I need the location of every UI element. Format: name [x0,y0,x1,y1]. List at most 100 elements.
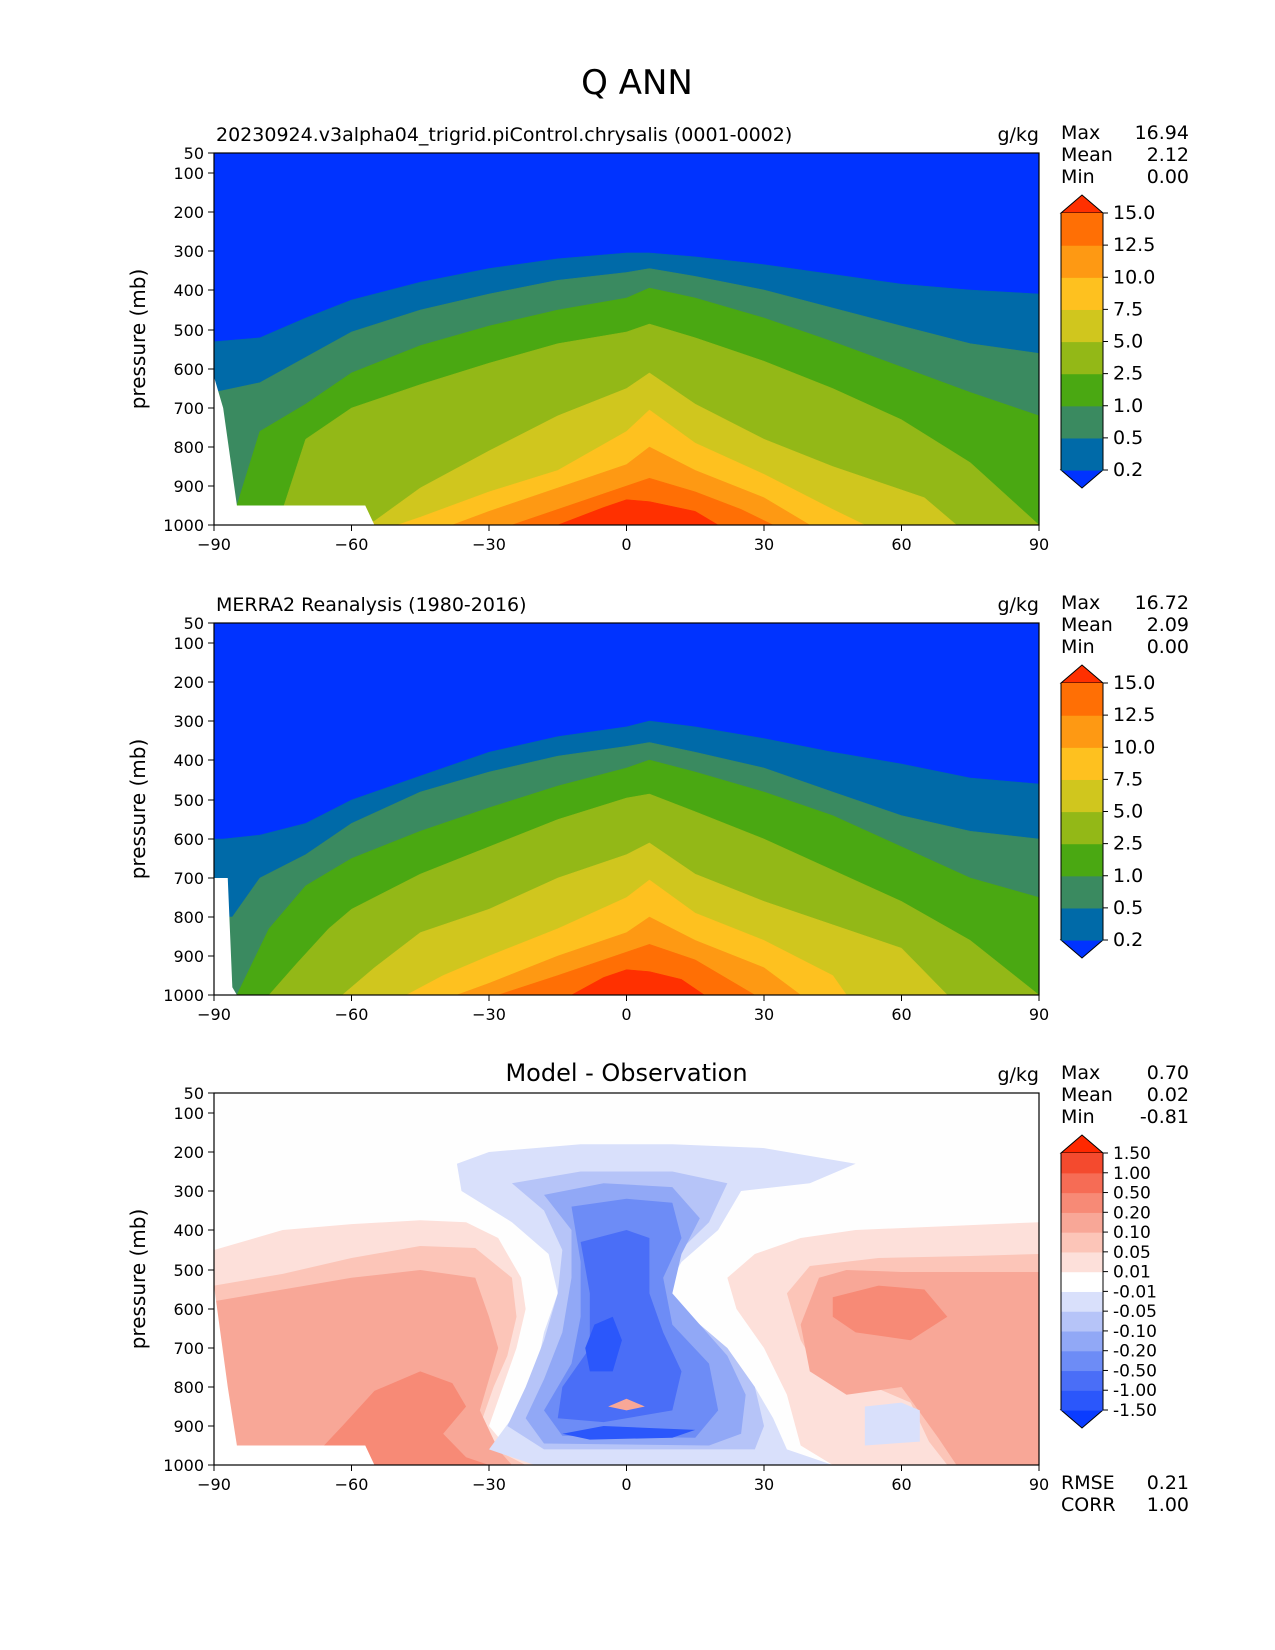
contour-band [864,1402,920,1446]
x-tick-label: 90 [1029,535,1049,554]
stat-value: 16.72 [1135,592,1189,614]
contour-band [832,1285,948,1341]
x-tick-label: 0 [621,535,631,554]
colorbar-segment [1061,875,1103,909]
colorbar-tick-label: 0.50 [1113,1184,1151,1204]
y-tick-label: 700 [173,399,204,418]
stat-label: Max [1061,122,1100,144]
missing-region [214,1285,375,1465]
y-tick-label: 900 [173,477,204,496]
colorbar-tick-label: 2.5 [1113,833,1143,855]
colorbar-extend-max [1059,194,1105,214]
x-tick-label: −60 [335,535,369,554]
x-tick-label: 60 [891,1005,911,1024]
units-label: g/kg [997,1064,1039,1086]
y-tick-label: 400 [173,751,204,770]
y-tick-label: 800 [173,908,204,927]
stat-label: Mean [1061,144,1113,166]
x-tick-label: 90 [1029,1475,1049,1494]
colorbar-segment [1061,1370,1103,1391]
colorbar-tick-label: 15.0 [1113,672,1155,694]
contour-band [571,969,705,995]
colorbar-extend-min [1059,1409,1105,1429]
colorbar-tick-label: 5.0 [1113,331,1143,353]
stat-label: Mean [1061,1084,1113,1106]
corr-label: CORR [1061,1494,1116,1516]
panel-title: Model - Observation [505,1059,747,1087]
colorbar-segment [1061,405,1103,439]
colorbar-segment [1061,1330,1103,1352]
y-tick-label: 900 [173,947,204,966]
missing-region [214,376,375,525]
stat-value: 0.70 [1147,1062,1189,1084]
y-tick-label: 50 [184,614,204,633]
colorbar-tick-label: 0.10 [1113,1223,1151,1243]
y-axis-label: pressure (mb) [126,739,150,880]
colorbar-tick-label: 5.0 [1113,801,1143,823]
colorbar-tick-label: 15.0 [1113,202,1155,224]
colorbar-segment [1061,1311,1103,1332]
x-tick-label: 60 [891,535,911,554]
stat-value: 2.09 [1147,614,1189,636]
y-axis-label: pressure (mb) [126,1209,150,1350]
contour-band [562,1426,696,1440]
x-tick-label: 30 [754,1475,774,1494]
x-tick-label: −30 [472,1005,506,1024]
units-label: g/kg [997,594,1039,616]
y-tick-label: 1000 [163,1456,204,1475]
y-tick-label: 900 [173,1417,204,1436]
colorbar-segment [1061,1390,1103,1411]
colorbar-tick-label: 0.01 [1113,1263,1151,1283]
y-tick-label: 1000 [163,516,204,535]
colorbar-tick-label: 1.00 [1113,1164,1151,1184]
x-tick-label: −30 [472,535,506,554]
stat-value: 16.94 [1135,122,1189,144]
colorbar-segment [1061,213,1103,246]
colorbar-segment [1061,1192,1103,1213]
y-tick-label: 100 [173,1104,204,1123]
x-tick-label: −60 [335,1475,369,1494]
x-tick-label: −90 [197,1005,231,1024]
colorbar-segment [1061,1153,1103,1174]
y-axis-label: pressure (mb) [126,269,150,410]
chart-panel: -1.50-1.00-0.50-0.20-0.10-0.05-0.010.010… [126,1059,1189,1516]
colorbar-segment [1061,1271,1103,1292]
y-tick-label: 400 [173,281,204,300]
colorbar-tick-label: 7.5 [1113,768,1143,790]
y-tick-label: 400 [173,1221,204,1240]
stat-label: Max [1061,1062,1100,1084]
y-tick-label: 800 [173,1378,204,1397]
y-tick-label: 100 [173,634,204,653]
stat-value: 0.00 [1147,636,1189,658]
y-tick-label: 500 [173,791,204,810]
y-tick-label: 50 [184,1084,204,1103]
contour-fills [214,153,1039,525]
colorbar-segment [1061,715,1103,748]
colorbar-segment [1061,1212,1103,1233]
colorbar-tick-label: 1.0 [1113,865,1143,887]
panel-title: 20230924.v3alpha04_trigrid.piControl.chr… [216,124,792,146]
stat-label: Max [1061,592,1100,614]
x-tick-label: 0 [621,1475,631,1494]
colorbar-tick-label: -0.05 [1113,1302,1157,1322]
colorbar-tick-label: 2.5 [1113,363,1143,385]
y-tick-label: 500 [173,1261,204,1280]
colorbar-extend-max [1059,1134,1105,1154]
y-tick-label: 500 [173,321,204,340]
y-tick-label: 100 [173,164,204,183]
x-tick-label: 30 [754,535,774,554]
colorbar-tick-label: 7.5 [1113,298,1143,320]
colorbar-tick-label: 0.20 [1113,1203,1151,1223]
colorbar-extend-min [1059,939,1105,959]
y-tick-label: 600 [173,1300,204,1319]
colorbar-tick-label: -1.00 [1113,1381,1157,1401]
contour-band [557,499,719,525]
x-tick-label: 60 [891,1475,911,1494]
y-tick-label: 300 [173,1182,204,1201]
colorbar-segment [1061,683,1103,716]
missing-region [214,878,237,995]
colorbar-segment [1061,341,1103,375]
panel-title: MERRA2 Reanalysis (1980-2016) [216,594,527,616]
